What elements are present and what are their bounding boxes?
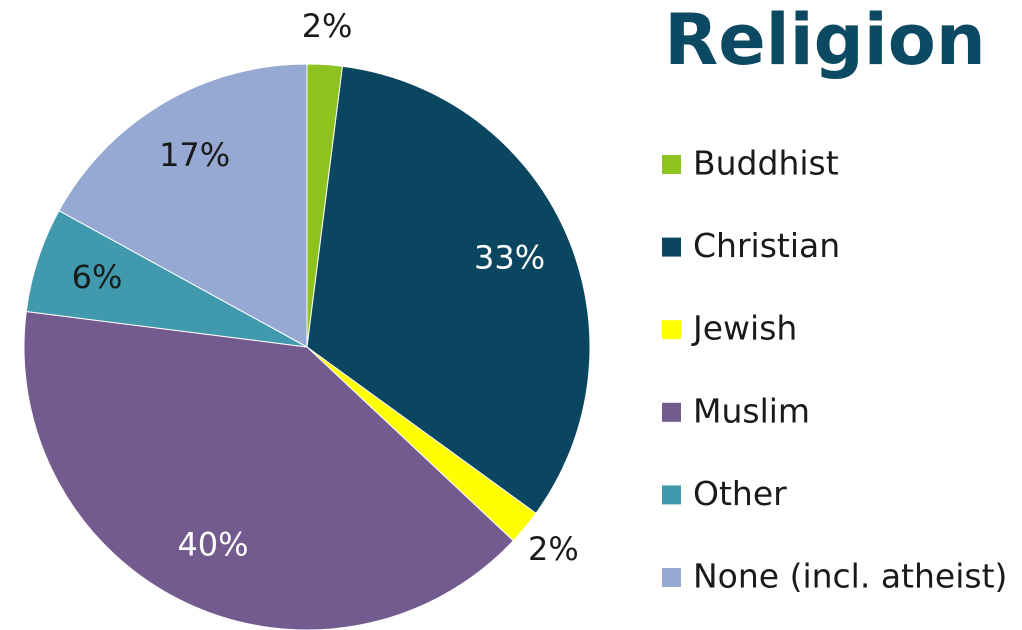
legend-swatch — [662, 568, 681, 587]
legend-swatch — [662, 320, 681, 340]
data-label: 17% — [159, 136, 230, 174]
legend-swatch — [662, 155, 681, 174]
legend-label: Other — [693, 474, 787, 513]
legend-swatch — [662, 402, 681, 422]
pie-slice — [58, 63, 308, 348]
data-label: 2% — [528, 530, 579, 568]
data-label: 6% — [72, 258, 123, 296]
pie-slice — [306, 65, 591, 515]
data-label: 33% — [474, 238, 545, 276]
pie-slice — [23, 310, 515, 630]
legend-swatch — [662, 485, 681, 505]
chart-title: Religion — [664, 0, 985, 81]
legend-label: Buddhist — [693, 144, 839, 183]
data-label: 40% — [177, 526, 248, 564]
legend-label: Muslim — [693, 391, 810, 430]
data-label: 2% — [302, 7, 353, 45]
legend-label: None (incl. atheist) — [693, 557, 1007, 596]
legend-swatch — [662, 237, 681, 257]
legend-label: Christian — [693, 226, 840, 265]
legend-label: Jewish — [691, 309, 797, 348]
